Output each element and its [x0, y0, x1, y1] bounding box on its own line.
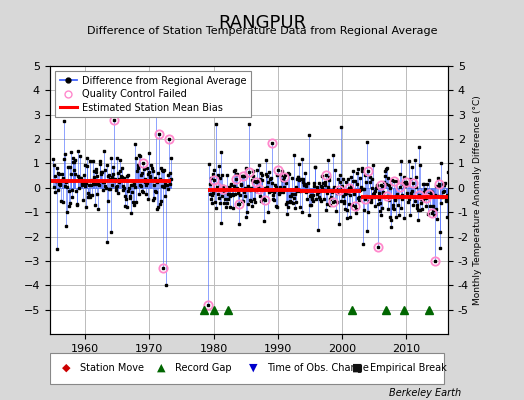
Y-axis label: Monthly Temperature Anomaly Difference (°C): Monthly Temperature Anomaly Difference (… [473, 95, 482, 305]
Text: ▼: ▼ [249, 363, 257, 373]
Text: Time of Obs. Change: Time of Obs. Change [267, 363, 369, 373]
Text: Record Gap: Record Gap [175, 363, 232, 373]
Text: Difference of Station Temperature Data from Regional Average: Difference of Station Temperature Data f… [87, 26, 437, 36]
Text: Berkeley Earth: Berkeley Earth [389, 388, 461, 398]
Text: Empirical Break: Empirical Break [370, 363, 447, 373]
Text: ■: ■ [353, 363, 363, 373]
Text: ▲: ▲ [157, 363, 166, 373]
Text: RANGPUR: RANGPUR [218, 14, 306, 32]
Text: Station Move: Station Move [80, 363, 144, 373]
Legend: Difference from Regional Average, Quality Control Failed, Estimated Station Mean: Difference from Regional Average, Qualit… [54, 71, 251, 117]
FancyBboxPatch shape [50, 352, 444, 384]
Text: ◆: ◆ [62, 363, 70, 373]
